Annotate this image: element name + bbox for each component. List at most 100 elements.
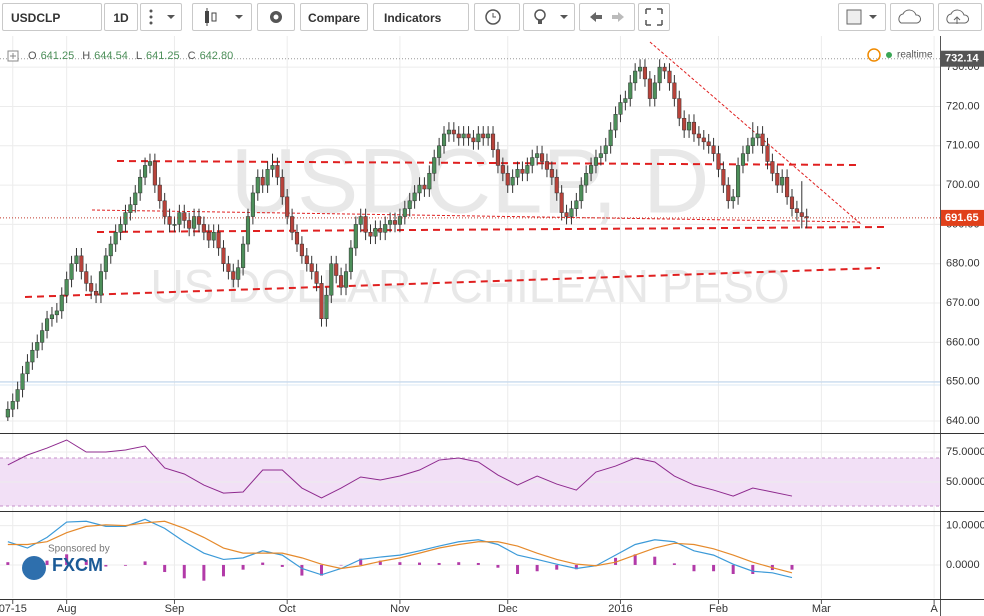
cloud-button[interactable]: [890, 3, 934, 31]
candle-body: [564, 212, 569, 217]
candle-body: [471, 137, 476, 143]
candle-body: [696, 133, 701, 139]
candle-body: [98, 271, 104, 296]
candle-body: [89, 283, 94, 292]
candle-body: [510, 176, 515, 186]
x-tick-label: Sep: [165, 603, 185, 615]
candle-body: [486, 133, 491, 139]
candle-body: [388, 220, 393, 225]
undo-redo[interactable]: [579, 3, 635, 31]
histogram-bar: [84, 559, 88, 565]
axes: 07-15 Aug Sep Oct Nov Dec 2016 Feb Mar A 640.00 650…: [0, 36, 984, 616]
candle-body: [358, 216, 363, 225]
candle-body: [799, 212, 804, 217]
y-tick-label: 670.00: [946, 297, 980, 309]
candle-body: [79, 255, 84, 272]
candle-body: [392, 220, 398, 225]
candle-body: [290, 216, 295, 233]
candle-body: [446, 129, 451, 135]
candle-body: [731, 196, 736, 202]
candle-body: [30, 349, 35, 363]
candle-body: [123, 212, 128, 225]
candle-body: [314, 271, 319, 284]
candle-body: [182, 212, 187, 221]
candle-body: [750, 137, 755, 147]
candle-body: [378, 228, 383, 233]
candle-body: [642, 66, 648, 80]
histogram-bar: [496, 564, 500, 568]
candle-body: [412, 192, 417, 202]
candle-body: [113, 232, 118, 245]
histogram-bar: [751, 564, 755, 574]
candle-body: [437, 145, 442, 158]
candle-body: [451, 129, 456, 135]
candle-body: [618, 102, 623, 115]
candle-body: [236, 267, 241, 280]
candle-body: [461, 133, 466, 139]
alert-button[interactable]: [474, 3, 520, 31]
candle-body: [682, 117, 687, 131]
candle-body: [466, 133, 471, 139]
candle-body: [20, 373, 25, 390]
candle-body: [456, 133, 461, 139]
candle-body: [598, 153, 603, 158]
histogram-bar: [437, 562, 441, 565]
chart-background: [0, 36, 984, 616]
candle-body: [309, 263, 314, 272]
candle-body: [294, 232, 300, 245]
chart-style-button[interactable]: [192, 3, 252, 31]
candle-body: [187, 220, 192, 229]
candle-body: [49, 314, 54, 320]
candle-body: [535, 153, 540, 158]
interval-menu[interactable]: [140, 3, 182, 31]
ohlc-header: O 641.25 H 644.54 L 641.25 C 642.80: [7, 50, 233, 62]
candle-body: [589, 165, 594, 174]
histogram-bar: [280, 564, 284, 567]
histogram-bar: [653, 556, 657, 565]
candle-body: [339, 275, 344, 288]
candle-body: [500, 165, 505, 174]
candle-body: [172, 224, 177, 226]
candle-body: [760, 133, 765, 147]
candle-body: [59, 294, 64, 312]
price-badge: [941, 50, 984, 67]
candle-body: [481, 133, 486, 139]
realtime-badge: realtime: [867, 48, 933, 62]
interval-button[interactable]: 1D: [104, 3, 138, 31]
rsi-line: [7, 439, 793, 499]
candle-body: [138, 176, 143, 194]
y-tick-label: 75.0000: [946, 446, 984, 458]
histogram-bar: [320, 564, 324, 576]
candle-body: [667, 70, 672, 84]
histogram-bar: [163, 564, 167, 573]
candle-body: [343, 271, 349, 288]
compare-button[interactable]: Compare: [300, 3, 368, 31]
idea-button[interactable]: [523, 3, 575, 31]
indicator-line: [7, 520, 793, 574]
candle-body: [211, 232, 216, 241]
candle-body: [94, 290, 99, 296]
ohlc-value: 641.25: [41, 50, 75, 62]
candle-body: [544, 161, 549, 170]
indicators-button[interactable]: Indicators: [373, 3, 469, 31]
cloud-icon: [898, 9, 921, 24]
ohlc-value: 644.54: [94, 50, 128, 62]
candle-body: [647, 78, 652, 99]
candle-body: [633, 70, 638, 84]
publish-button[interactable]: [938, 3, 982, 31]
candle-body: [755, 133, 760, 139]
candle-body: [221, 247, 226, 264]
symbol-input[interactable]: USDCLP: [2, 3, 102, 31]
x-tick-label: A: [930, 603, 938, 615]
settings-button[interactable]: [257, 3, 295, 31]
menu-icon: [149, 9, 175, 25]
fullscreen-button[interactable]: [638, 3, 670, 31]
indicator-line: [7, 518, 793, 579]
histogram-bar: [261, 562, 265, 565]
candle-body: [40, 330, 45, 343]
candle-body: [672, 82, 677, 99]
candle-body: [593, 157, 599, 166]
ohlc-key: C: [188, 50, 196, 62]
color-button[interactable]: [838, 3, 886, 31]
